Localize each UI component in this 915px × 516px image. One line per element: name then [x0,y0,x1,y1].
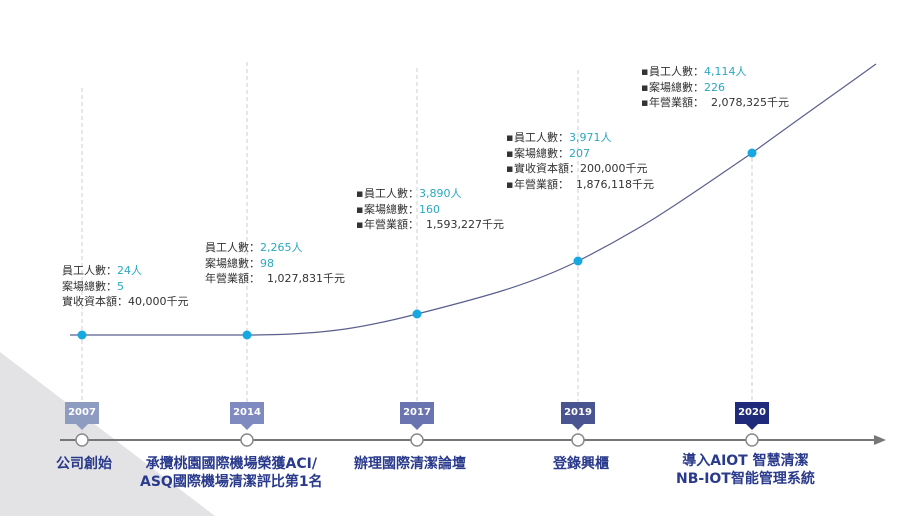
bullet-icon: ▪ [506,162,514,176]
stat-row: ▪案場總數：207 [506,146,590,160]
bullet-icon: ▪ [356,187,364,200]
stat-row: ▪年營業額： 1,876,118千元 [506,177,654,191]
curve-point [77,330,87,340]
year-tag-2014: 2014 [230,402,264,430]
stats-2020: ▪員工人數：4,114人 ▪案場總數：226 ▪年營業額： 2,078,325千… [641,64,789,111]
bullet-icon: ▪ [641,96,649,110]
stat-row: 案場總數：98 [205,256,274,270]
event-2007: 公司創始 [56,456,112,472]
stat-row: 員工人數：24人 [62,264,142,277]
stat-row: ▪員工人數：4,114人 [641,65,747,78]
stat-row: ▪案場總數：226 [641,80,725,94]
year-tag-2019: 2019 [561,402,595,430]
event-2017: 辦理國際清潔論壇 [354,456,466,472]
stat-row: ▪員工人數：3,890人 [356,187,462,200]
timeline-node [240,433,254,447]
curve-point [412,309,422,319]
timeline-node [571,433,585,447]
stat-row: 案場總數：5 [62,279,124,293]
timeline-node [410,433,424,447]
bullet-icon: ▪ [641,65,649,78]
timeline-arrow-icon [874,435,886,445]
stats-2019: ▪員工人數：3,971人 ▪案場總數：207 ▪實收資本額：200,000千元 … [506,130,654,192]
bullet-icon: ▪ [641,80,649,94]
timeline-node [745,433,759,447]
bullet-icon: ▪ [506,146,514,160]
stat-row: ▪年營業額： 1,593,227千元 [356,218,504,232]
stat-row: 年營業額： 1,027,831千元 [205,272,345,286]
year-tag-2007: 2007 [65,402,99,430]
stat-row: ▪實收資本額：200,000千元 [506,162,648,176]
stats-2017: ▪員工人數：3,890人 ▪案場總數：160 ▪年營業額： 1,593,227千… [356,186,504,233]
curve-point [573,256,583,266]
stat-row: 實收資本額：40,000千元 [62,295,189,309]
stats-2007: 員工人數：24人 案場總數：5 實收資本額：40,000千元 [62,263,189,310]
curve-point [747,148,757,158]
bullet-icon: ▪ [506,177,514,191]
event-2014: 承攬桃園國際機場榮獲ACI/ ASQ國際機場清潔評比第1名 [140,456,323,490]
curve-point [242,330,252,340]
timeline-node [75,433,89,447]
stat-row: ▪案場總數：160 [356,202,440,216]
event-2020: 導入AIOT 智慧清潔 NB-IOT智能管理系統 [676,453,815,487]
bullet-icon: ▪ [356,202,364,216]
year-tag-2017: 2017 [400,402,434,430]
stat-row: 員工人數：2,265人 [205,241,303,254]
stat-row: ▪年營業額： 2,078,325千元 [641,96,789,110]
corner-decoration [0,352,215,516]
stats-2014: 員工人數：2,265人 案場總數：98 年營業額： 1,027,831千元 [205,240,345,287]
bullet-icon: ▪ [506,131,514,144]
bullet-icon: ▪ [356,218,364,232]
event-2019: 登錄興櫃 [553,456,609,472]
year-tag-2020: 2020 [735,402,769,430]
stat-row: ▪員工人數：3,971人 [506,131,612,144]
